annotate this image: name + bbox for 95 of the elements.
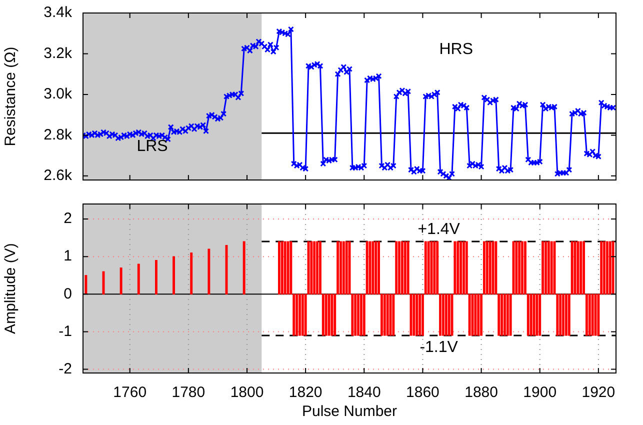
bar [521,241,524,294]
bar [477,294,480,336]
y-tick-label: 3.0k [44,86,72,103]
x-tick-label: 1840 [347,384,381,402]
bar [278,241,280,294]
bar [316,241,319,294]
bar [342,241,345,294]
bar [433,241,436,294]
annotation: LRS [136,138,168,156]
bar [357,294,360,336]
bar [208,248,210,294]
y-tick-label: -2 [58,360,72,378]
bar [500,294,504,336]
y-tick-label: -1 [58,322,72,340]
y-axis-title: Resistance (Ω) [2,46,20,146]
bar [603,241,606,294]
bar [536,294,538,336]
bar [120,268,122,294]
bar [588,294,591,336]
bar [608,241,612,294]
bar [474,294,477,336]
bar [284,241,286,294]
bar [442,294,444,336]
bar [400,241,404,294]
x-tick-label: 1920 [582,384,616,402]
bar [427,241,430,294]
bar [172,256,176,294]
bar [591,294,594,336]
bar [515,241,518,294]
bar [503,294,506,336]
y-tick-label: 2 [64,210,72,228]
bar [339,241,342,294]
bar [444,294,448,336]
y-tick-label: 2.8k [44,126,72,144]
ref-line-label: +1.4V [418,220,460,238]
bar [374,241,378,294]
bar [562,294,565,336]
bar [488,241,492,294]
bar [84,275,88,294]
bar [190,252,193,294]
y-tick-label: 3.4k [44,4,72,22]
x-tick-label: 1880 [464,384,498,402]
bar [486,241,488,294]
bar [564,294,568,336]
bar [301,294,304,336]
bar [324,294,328,336]
bar [242,241,246,294]
bar [360,294,362,336]
bar [372,241,374,294]
bar [580,241,582,294]
bar [416,294,418,336]
x-tick-label: 1760 [113,384,147,402]
y-tick-label: 2.6k [44,167,72,184]
bar [386,294,389,336]
annotation: HRS [439,41,473,58]
bar [456,241,460,294]
x-tick-label: 1860 [406,384,440,402]
y-tick-label: 3.2k [44,44,72,62]
y-axis-title: Amplitude (V) [2,243,20,334]
ref-line-label: -1.1V [420,338,458,356]
bar [550,241,553,294]
bar [330,294,334,336]
x-tick-label: 1900 [523,384,557,402]
bar [310,241,313,294]
y-tick-label: 1 [64,248,72,265]
bar [518,241,521,294]
bar [296,294,298,336]
y-tick-label: 0 [64,285,72,302]
bar [559,294,562,336]
bar [460,241,462,294]
bar [547,241,550,294]
x-tick-label: 1780 [172,384,206,402]
bar [137,264,140,294]
bar [544,241,547,294]
bar [412,294,416,336]
bar [383,294,386,336]
bar [345,241,348,294]
bar [298,294,301,336]
bar [398,241,401,294]
bar [418,294,422,336]
bar [462,241,465,294]
bar [154,260,158,294]
x-axis-title: Pulse Number [302,403,398,420]
bar [612,241,614,294]
bar [313,241,316,294]
bar [530,294,532,336]
bar [606,241,608,294]
bar [506,294,509,336]
bar [448,294,450,336]
bar [404,241,406,294]
bar [354,294,357,336]
x-tick-label: 1800 [230,384,264,402]
bar [280,241,284,294]
bar [576,241,580,294]
x-tick-label: 1820 [288,384,322,402]
